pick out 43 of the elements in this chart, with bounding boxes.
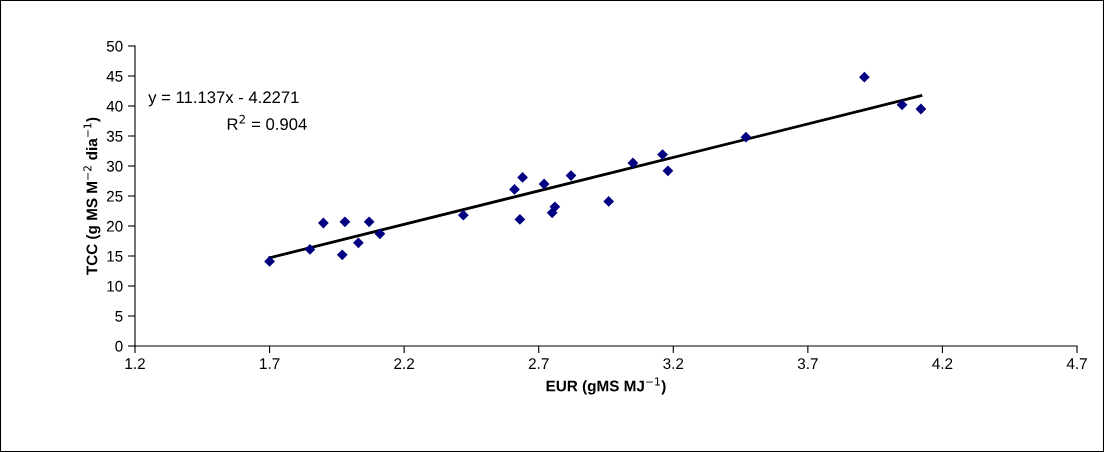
y-tick-label: 5 [115,311,123,322]
y-axis-title: TCC (g MS M$^{−2}$ dia$^{−1}$) [83,117,101,275]
point [915,103,927,115]
point [264,256,275,267]
point [627,157,639,169]
y-tick-label: 30 [106,160,123,172]
x-tick-label: 3.2 [663,358,684,370]
x-tick-label: 4.2 [932,358,953,369]
y-tick-label: 45 [106,71,123,82]
point [517,172,528,183]
point [339,216,351,228]
y-tick-label: 35 [106,130,123,142]
point [514,214,526,225]
point [740,131,752,143]
point [657,149,668,160]
y-tick-label: 10 [107,280,123,292]
point [896,99,908,111]
point [457,209,469,221]
x-tick-label: 4.7 [1066,358,1087,369]
point [603,196,615,207]
x-axis-title: EUR (gMS MJ$^{−1}$) [546,377,666,395]
y-tick-label: 25 [106,190,123,202]
annotation: R$^{2}$ = 0.904 [227,114,307,131]
y-tick-label: 40 [106,100,123,112]
x-tick-label: 1.2 [125,358,145,369]
x-tick-label: 2.7 [528,358,549,369]
point [662,165,674,177]
point [374,228,386,240]
point [353,237,364,249]
y-tick-label: 50 [106,40,123,52]
point [363,216,375,228]
x-tick-label: 3.7 [797,358,818,370]
point [509,184,520,195]
point [859,71,870,83]
x-tick-label: 1.7 [260,358,280,369]
x-tick-label: 2.2 [394,358,414,369]
point [304,244,316,255]
annotation: y = 11.137x - 4.2271 [148,91,299,107]
point [538,178,550,190]
y-tick-label: 15 [107,251,123,262]
y-tick-label: 0 [115,340,123,352]
point [336,249,348,261]
y-tick-label: 20 [106,220,123,232]
